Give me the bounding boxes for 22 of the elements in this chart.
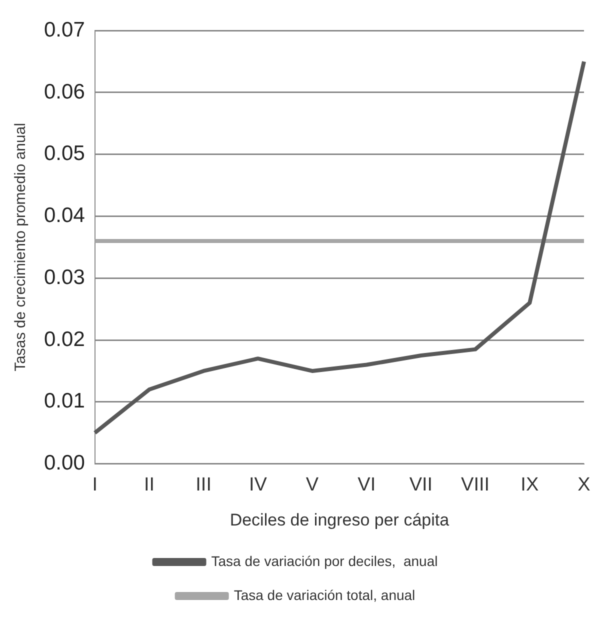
y-tick-label: 0.05 (44, 142, 85, 166)
legend-label: Tasa de variación por deciles, anual (211, 552, 438, 569)
x-tick-label: III (196, 474, 212, 496)
x-tick-label: I (92, 474, 98, 496)
x-tick-label: IX (520, 474, 539, 496)
y-tick-label: 0.07 (44, 18, 85, 42)
y-tick-label: 0.00 (44, 452, 85, 475)
y-tick-label: 0.03 (44, 266, 85, 289)
y-tick-label: 0.04 (44, 204, 86, 228)
x-tick-label: X (578, 474, 591, 496)
x-tick-label: IV (248, 474, 268, 496)
x-tick-label: VIII (461, 474, 490, 496)
y-tick-label: 0.02 (44, 328, 85, 351)
x-tick-label: VI (358, 474, 376, 496)
y-tick-label: 0.06 (44, 80, 85, 104)
x-tick-label: V (306, 474, 319, 496)
x-axis-title: Deciles de ingreso per cápita (230, 510, 450, 530)
y-tick-label: 0.01 (44, 390, 85, 413)
y-axis-title: Tasas de crecimiento promedio anual (12, 122, 30, 372)
x-tick-label: II (144, 474, 154, 496)
legend-label: Tasa de variación total, anual (234, 586, 416, 603)
x-tick-label: VII (409, 474, 433, 496)
